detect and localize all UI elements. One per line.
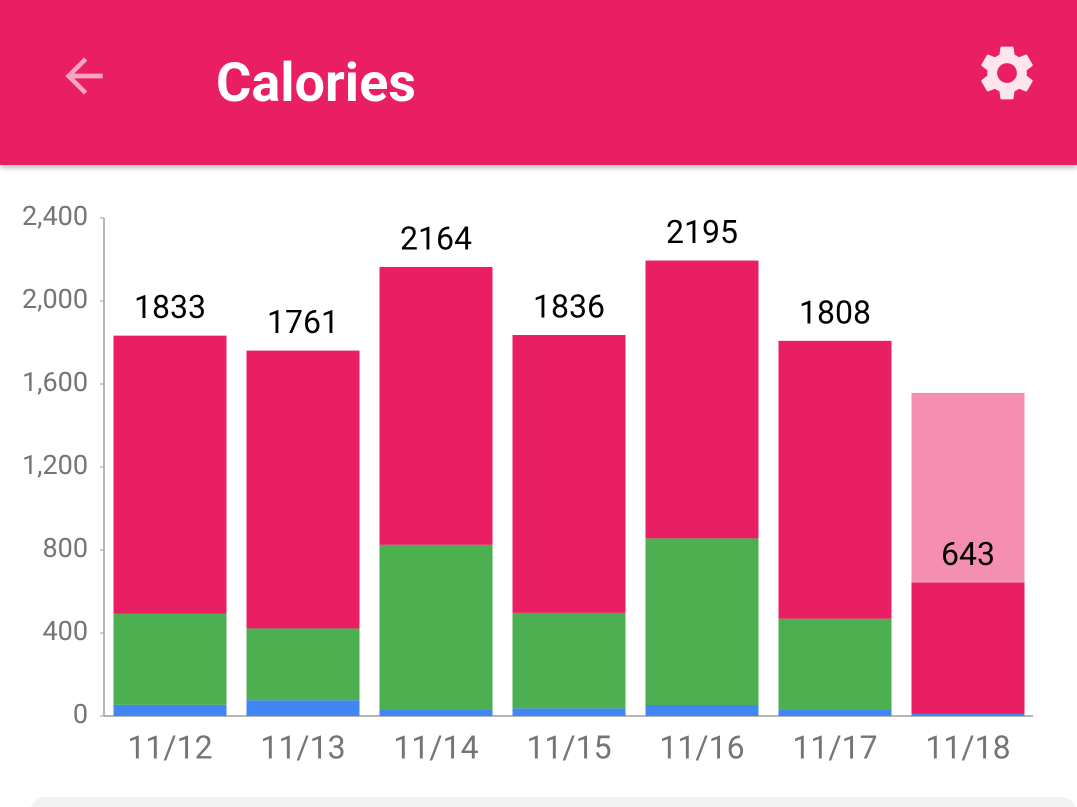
bar-segment — [645, 705, 759, 716]
x-tick-label: 11/14 — [393, 728, 478, 766]
bar-segment — [778, 709, 892, 716]
total-label: 1761 — [267, 303, 339, 341]
x-tick-label: 11/16 — [659, 728, 744, 766]
bar-segment — [512, 335, 626, 613]
app-bar: Calories — [0, 0, 1077, 165]
x-tick-label: 11/12 — [127, 728, 212, 766]
bar-segment — [911, 713, 1025, 716]
bar-segment — [512, 708, 626, 716]
bar-segment — [379, 266, 493, 545]
total-label: 1808 — [799, 293, 871, 331]
total-label: 643 — [941, 535, 995, 573]
y-tick-label: 800 — [42, 532, 88, 564]
x-tick-label: 11/17 — [792, 728, 877, 766]
y-tick-label: 2,400 — [22, 200, 88, 232]
bar-segment — [911, 392, 1025, 583]
bar-segment — [113, 704, 227, 716]
bar-segment — [379, 544, 493, 710]
y-tick-label: 400 — [42, 615, 88, 647]
settings-button[interactable] — [974, 40, 1040, 106]
bar-segment — [113, 335, 227, 614]
bar-segment — [778, 340, 892, 619]
bar-segment — [778, 618, 892, 710]
x-tick-label: 11/15 — [526, 728, 611, 766]
bar-segment — [113, 613, 227, 705]
bar-segment — [246, 628, 360, 701]
y-tick-label: 2,000 — [22, 283, 88, 315]
x-tick-label: 11/13 — [260, 728, 345, 766]
back-button[interactable] — [56, 48, 112, 104]
bar-segment — [246, 350, 360, 629]
total-label: 1833 — [134, 288, 206, 326]
bar-segment — [379, 709, 493, 716]
total-label: 2164 — [400, 219, 472, 257]
y-tick-label: 0 — [73, 698, 88, 730]
y-tick-label: 1,600 — [22, 366, 88, 398]
bar-segment — [246, 700, 360, 716]
bar-segment — [645, 260, 759, 539]
bar-segment — [512, 612, 626, 709]
bar-segment — [911, 582, 1025, 714]
y-tick-label: 1,200 — [22, 449, 88, 481]
chart: 04008001,2001,6002,0002,40011/1254440183… — [22, 200, 1077, 807]
x-tick-label: 11/18 — [925, 728, 1010, 766]
total-label: 2195 — [666, 213, 738, 251]
bar-segment — [645, 538, 759, 706]
bottom-card — [30, 797, 1077, 807]
screen-title: Calories — [216, 52, 416, 115]
total-label: 1836 — [533, 287, 605, 325]
